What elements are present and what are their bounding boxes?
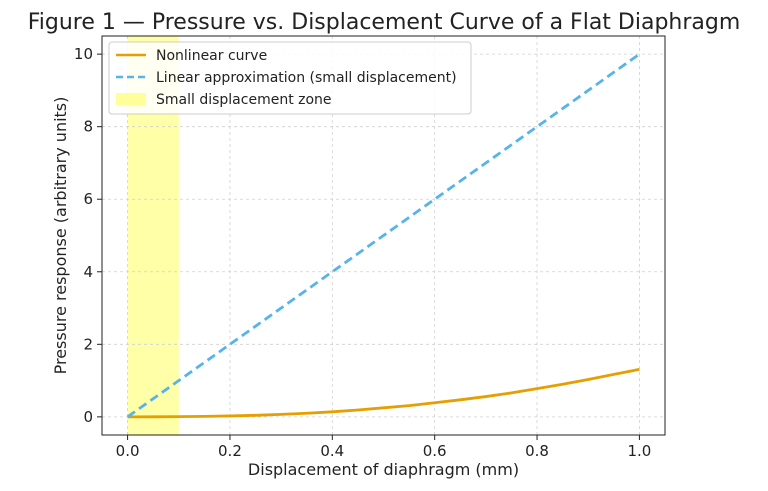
x-tick-label: 0.6	[423, 442, 447, 460]
tick-layer: 0.0 0.2 0.4 0.6 0.8 1.0 0 2 4 6 8 10	[74, 45, 651, 460]
legend-box	[108, 41, 472, 115]
series-line-linear	[126, 52, 641, 419]
plot-frame	[101, 35, 666, 436]
x-tick-label: 0.4	[320, 442, 344, 460]
y-tick-label: 8	[83, 118, 93, 136]
legend-label-nonlinear: Nonlinear curve	[156, 48, 267, 64]
x-tick-label: 0.8	[525, 442, 549, 460]
chart-title: Figure 1 — Pressure vs. Displacement Cur…	[28, 10, 741, 35]
y-tick-label: 4	[83, 263, 93, 281]
legend-label-shaded: Small displacement zone	[156, 92, 332, 108]
x-tick-label: 0.2	[218, 442, 242, 460]
legend-swatch-shaded	[116, 93, 146, 105]
legend-label-linear: Linear approximation (small displacement…	[156, 70, 457, 86]
x-axis-label: Displacement of diaphragm (mm)	[248, 460, 519, 479]
x-tick-label: 1.0	[627, 442, 651, 460]
y-tick-label: 6	[83, 190, 93, 208]
y-tick-label: 2	[83, 335, 93, 353]
x-tick-label: 0.0	[116, 442, 140, 460]
y-axis-label: Pressure response (arbitrary units)	[51, 97, 70, 375]
legend: Nonlinear curve Linear approximation (sm…	[108, 41, 472, 115]
series-line-nonlinear	[127, 367, 640, 419]
series-layer	[126, 52, 641, 419]
y-tick-label: 10	[74, 45, 93, 63]
y-tick-label: 0	[83, 408, 93, 426]
